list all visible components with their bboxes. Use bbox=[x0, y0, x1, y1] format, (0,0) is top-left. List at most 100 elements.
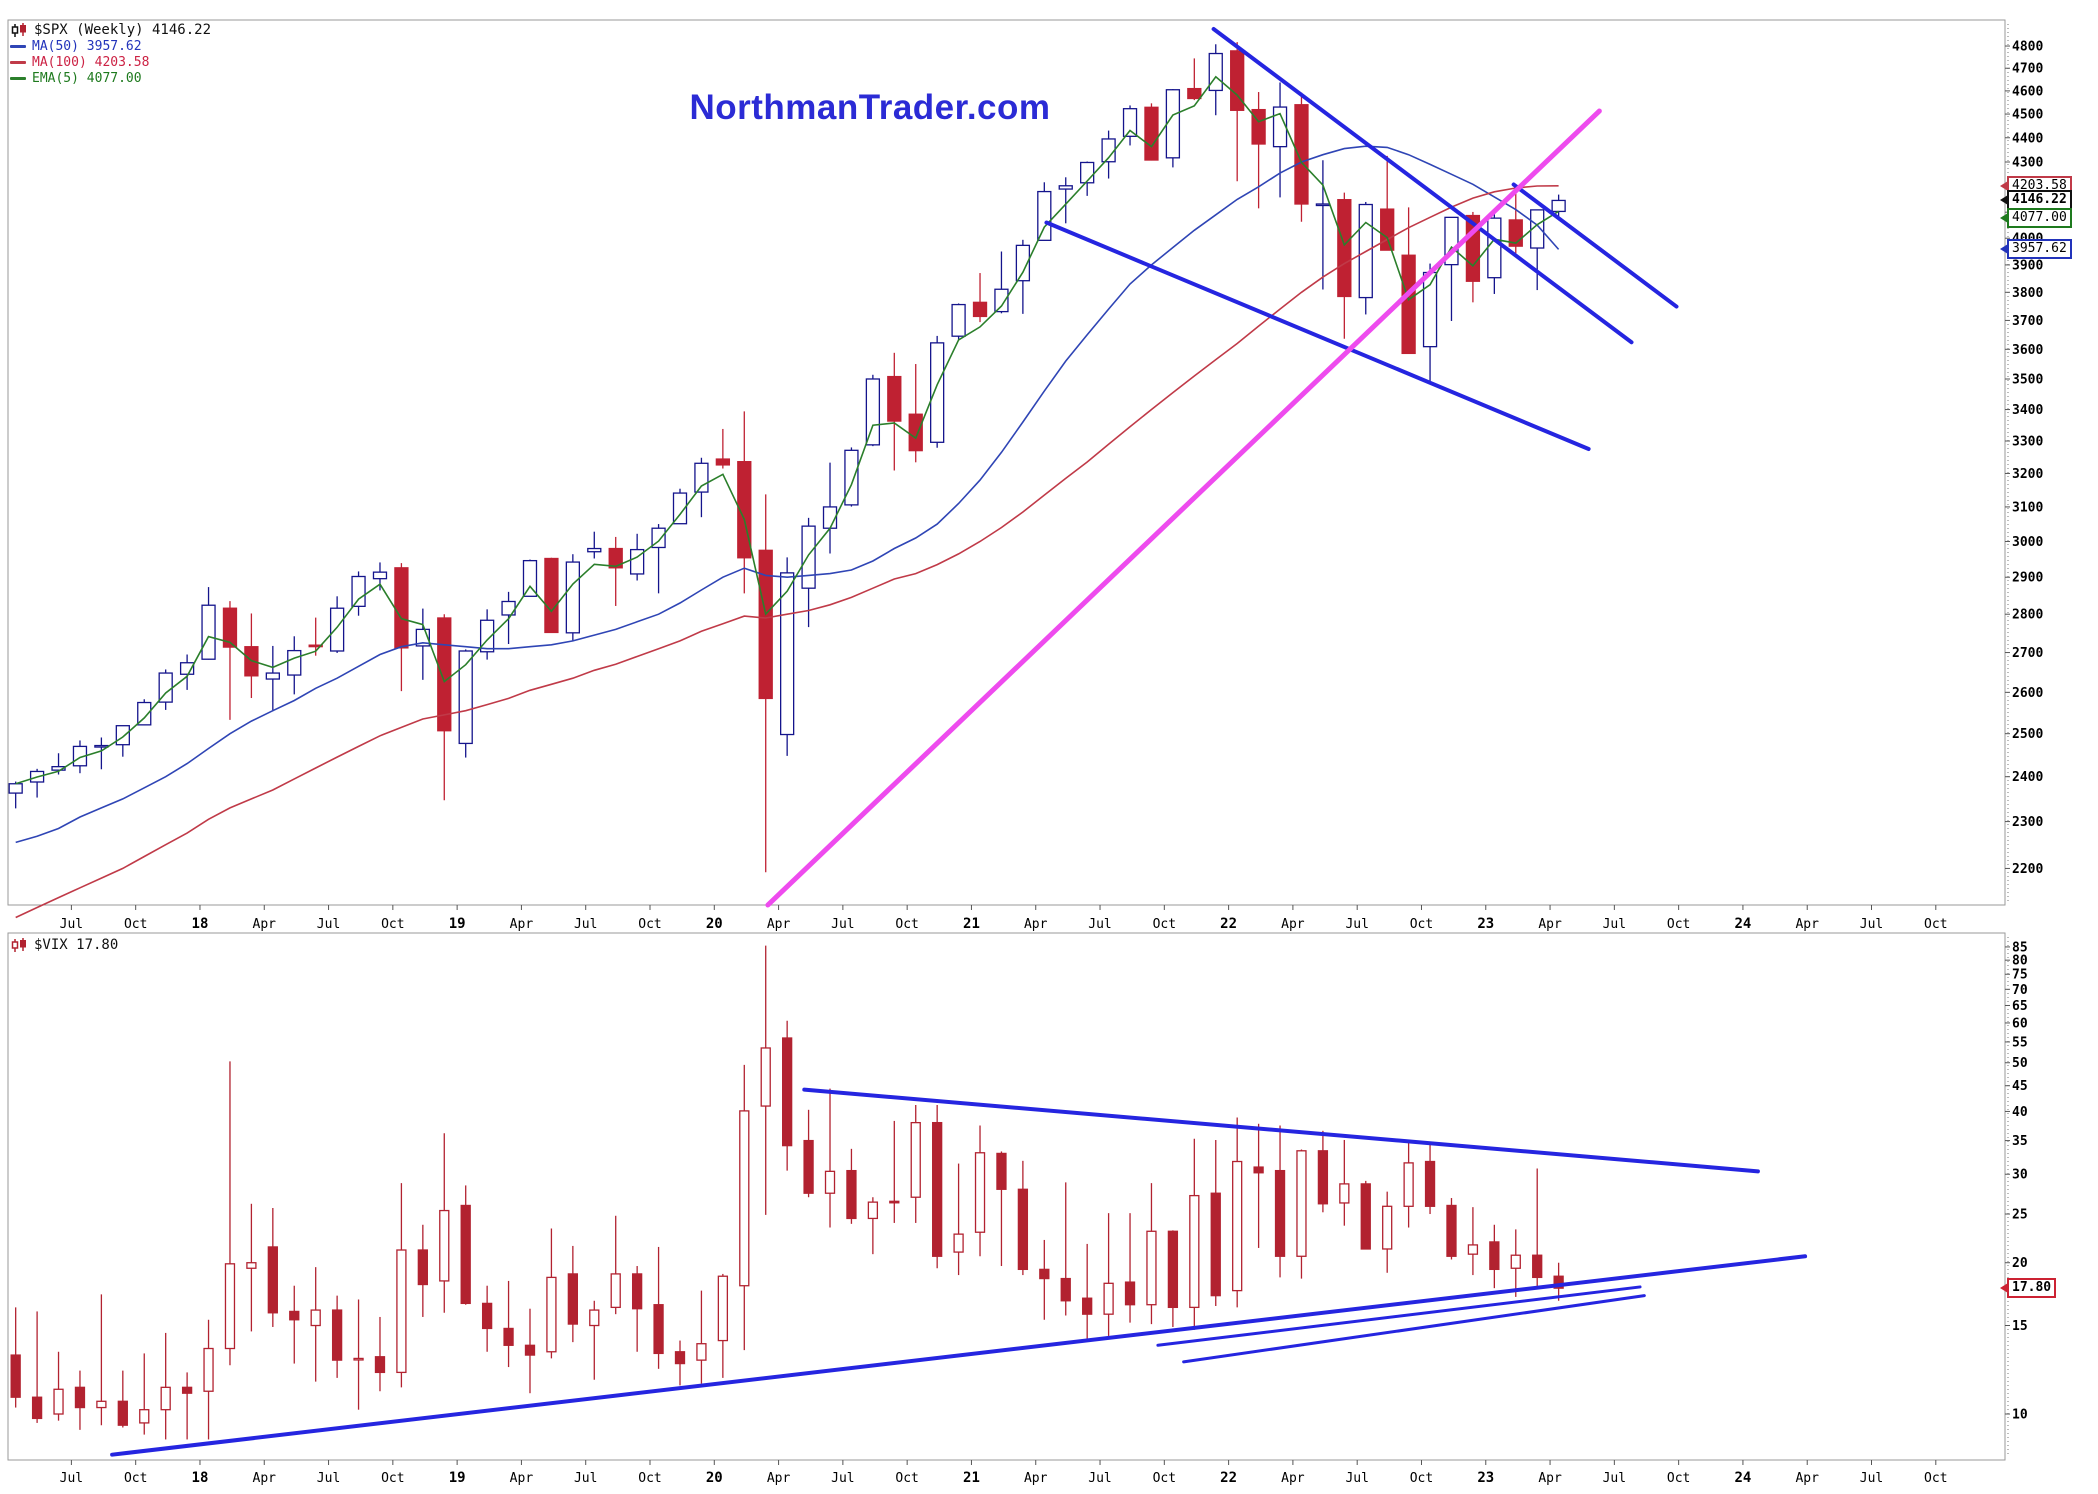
spx-legend-ma50: MA(50) 3957.62 bbox=[32, 38, 142, 54]
svg-text:20: 20 bbox=[706, 916, 723, 932]
$SPX-price-callout: 3957.62 bbox=[2007, 239, 2072, 260]
svg-text:Oct: Oct bbox=[381, 1471, 404, 1486]
svg-text:Oct: Oct bbox=[1924, 1471, 1947, 1486]
$SPX-price-callout: 4146.22 bbox=[2007, 190, 2072, 211]
svg-text:2800: 2800 bbox=[2012, 608, 2043, 623]
svg-text:Oct: Oct bbox=[638, 917, 661, 932]
svg-text:2400: 2400 bbox=[2012, 770, 2043, 785]
svg-text:3200: 3200 bbox=[2012, 467, 2043, 482]
vix-legend-title-row: $VIX 17.80 bbox=[10, 937, 118, 953]
svg-text:Oct: Oct bbox=[1410, 917, 1433, 932]
svg-text:2500: 2500 bbox=[2012, 727, 2043, 742]
svg-text:Apr: Apr bbox=[1024, 1471, 1048, 1486]
svg-text:3700: 3700 bbox=[2012, 314, 2043, 329]
ma100-line-swatch bbox=[10, 60, 26, 64]
svg-text:35: 35 bbox=[2012, 1134, 2028, 1149]
svg-text:4600: 4600 bbox=[2012, 84, 2043, 99]
spx-plot-area[interactable] bbox=[8, 20, 2005, 905]
svg-text:Oct: Oct bbox=[1153, 1471, 1176, 1486]
svg-text:21: 21 bbox=[963, 916, 980, 932]
$SPX-trendline-falling-channel-line[interactable] bbox=[1511, 182, 1679, 309]
svg-text:Oct: Oct bbox=[1410, 1471, 1433, 1486]
svg-text:Jul: Jul bbox=[60, 917, 83, 932]
$VIX-candles bbox=[10, 945, 1564, 1440]
svg-text:Jul: Jul bbox=[831, 917, 854, 932]
svg-text:Apr: Apr bbox=[510, 1471, 534, 1486]
svg-text:19: 19 bbox=[449, 916, 466, 932]
$VIX-trendline-vix-short-support-line-2[interactable] bbox=[1182, 1294, 1646, 1364]
spx-legend-ma50-row: MA(50) 3957.62 bbox=[10, 38, 211, 54]
svg-text:40: 40 bbox=[2012, 1105, 2028, 1120]
$SPX-x-axis: Jul Oct 18 Apr Jul Oct 19 Apr Jul Oct 20 Apr Jul Oct 2… bbox=[60, 905, 1948, 932]
$SPX-trendline-support-line-2021-2022[interactable] bbox=[1044, 220, 1591, 452]
svg-text:Jul: Jul bbox=[1088, 917, 1111, 932]
$VIX-price-callout: 17.80 bbox=[2007, 1278, 2057, 1299]
spx-legend-ma100: MA(100) 4203.58 bbox=[32, 54, 150, 70]
candlestick-chart-icon bbox=[11, 22, 26, 37]
svg-text:Apr: Apr bbox=[1538, 1471, 1562, 1486]
svg-text:2700: 2700 bbox=[2012, 646, 2043, 661]
svg-text:Apr: Apr bbox=[1024, 917, 1048, 932]
$VIX-trendline-vix-upper-wedge-line[interactable] bbox=[802, 1087, 1760, 1174]
svg-text:18: 18 bbox=[192, 916, 209, 932]
$VIX-plot-border bbox=[7, 932, 2006, 1461]
svg-text:45: 45 bbox=[2012, 1079, 2028, 1094]
svg-text:Apr: Apr bbox=[1795, 1471, 1819, 1486]
$SPX-plot-border bbox=[7, 19, 2006, 906]
$VIX-trendline-vix-short-support-line-1[interactable] bbox=[1156, 1285, 1642, 1347]
svg-text:Jul: Jul bbox=[317, 1471, 340, 1486]
spx-legend-title: $SPX (Weekly) 4146.22 bbox=[34, 22, 212, 38]
svg-text:24: 24 bbox=[1735, 1470, 1752, 1486]
svg-text:80: 80 bbox=[2012, 954, 2028, 969]
svg-text:3400: 3400 bbox=[2012, 403, 2043, 418]
svg-text:20: 20 bbox=[706, 1470, 723, 1486]
svg-text:Apr: Apr bbox=[767, 917, 791, 932]
svg-text:Oct: Oct bbox=[1924, 917, 1947, 932]
svg-text:Oct: Oct bbox=[895, 1471, 918, 1486]
svg-text:Jul: Jul bbox=[574, 917, 597, 932]
svg-text:21: 21 bbox=[963, 1470, 980, 1486]
vix-legend-title: $VIX 17.80 bbox=[34, 937, 119, 953]
svg-text:Apr: Apr bbox=[1538, 917, 1562, 932]
svg-text:23: 23 bbox=[1477, 916, 1494, 932]
ma50-line-swatch bbox=[10, 44, 26, 48]
svg-text:23: 23 bbox=[1477, 1470, 1494, 1486]
svg-text:20: 20 bbox=[2012, 1256, 2028, 1271]
svg-text:Jul: Jul bbox=[574, 1471, 597, 1486]
svg-text:Jul: Jul bbox=[1345, 917, 1368, 932]
spx-legend: $SPX (Weekly) 4146.22 MA(50) 3957.62 MA(… bbox=[10, 22, 211, 86]
$SPX-overlay-MA(100) bbox=[15, 185, 1559, 919]
$SPX-trendline-uptrend-from-2020-low[interactable] bbox=[765, 108, 1602, 908]
svg-text:3100: 3100 bbox=[2012, 500, 2043, 515]
svg-text:Oct: Oct bbox=[124, 917, 147, 932]
svg-text:Jul: Jul bbox=[1603, 917, 1626, 932]
svg-text:4400: 4400 bbox=[2012, 131, 2043, 146]
svg-text:Jul: Jul bbox=[317, 917, 340, 932]
svg-text:15: 15 bbox=[2012, 1319, 2028, 1334]
watermark: NorthmanTrader.com bbox=[520, 88, 1220, 128]
svg-text:50: 50 bbox=[2012, 1056, 2028, 1071]
$VIX-trendline-vix-long-support-line[interactable] bbox=[110, 1254, 1808, 1457]
svg-text:Jul: Jul bbox=[1088, 1471, 1111, 1486]
svg-text:18: 18 bbox=[192, 1470, 209, 1486]
svg-text:Oct: Oct bbox=[1667, 917, 1690, 932]
svg-text:55: 55 bbox=[2012, 1035, 2028, 1050]
$SPX-trendline-downtrend-from-2022-high[interactable] bbox=[1211, 27, 1634, 345]
svg-text:22: 22 bbox=[1220, 916, 1237, 932]
svg-text:10: 10 bbox=[2012, 1408, 2028, 1423]
svg-text:65: 65 bbox=[2012, 999, 2028, 1014]
spx-legend-ema5: EMA(5) 4077.00 bbox=[32, 70, 142, 86]
svg-text:25: 25 bbox=[2012, 1208, 2028, 1223]
vix-plot-area[interactable] bbox=[8, 933, 2005, 1460]
svg-text:19: 19 bbox=[449, 1470, 466, 1486]
svg-text:3000: 3000 bbox=[2012, 535, 2043, 550]
$SPX-price-callout: 4077.00 bbox=[2007, 208, 2072, 229]
svg-text:3300: 3300 bbox=[2012, 435, 2043, 450]
spx-legend-ema5-row: EMA(5) 4077.00 bbox=[10, 70, 211, 86]
svg-text:Apr: Apr bbox=[767, 1471, 791, 1486]
svg-text:3900: 3900 bbox=[2012, 258, 2043, 273]
svg-text:Oct: Oct bbox=[895, 917, 918, 932]
svg-text:Jul: Jul bbox=[1860, 917, 1883, 932]
